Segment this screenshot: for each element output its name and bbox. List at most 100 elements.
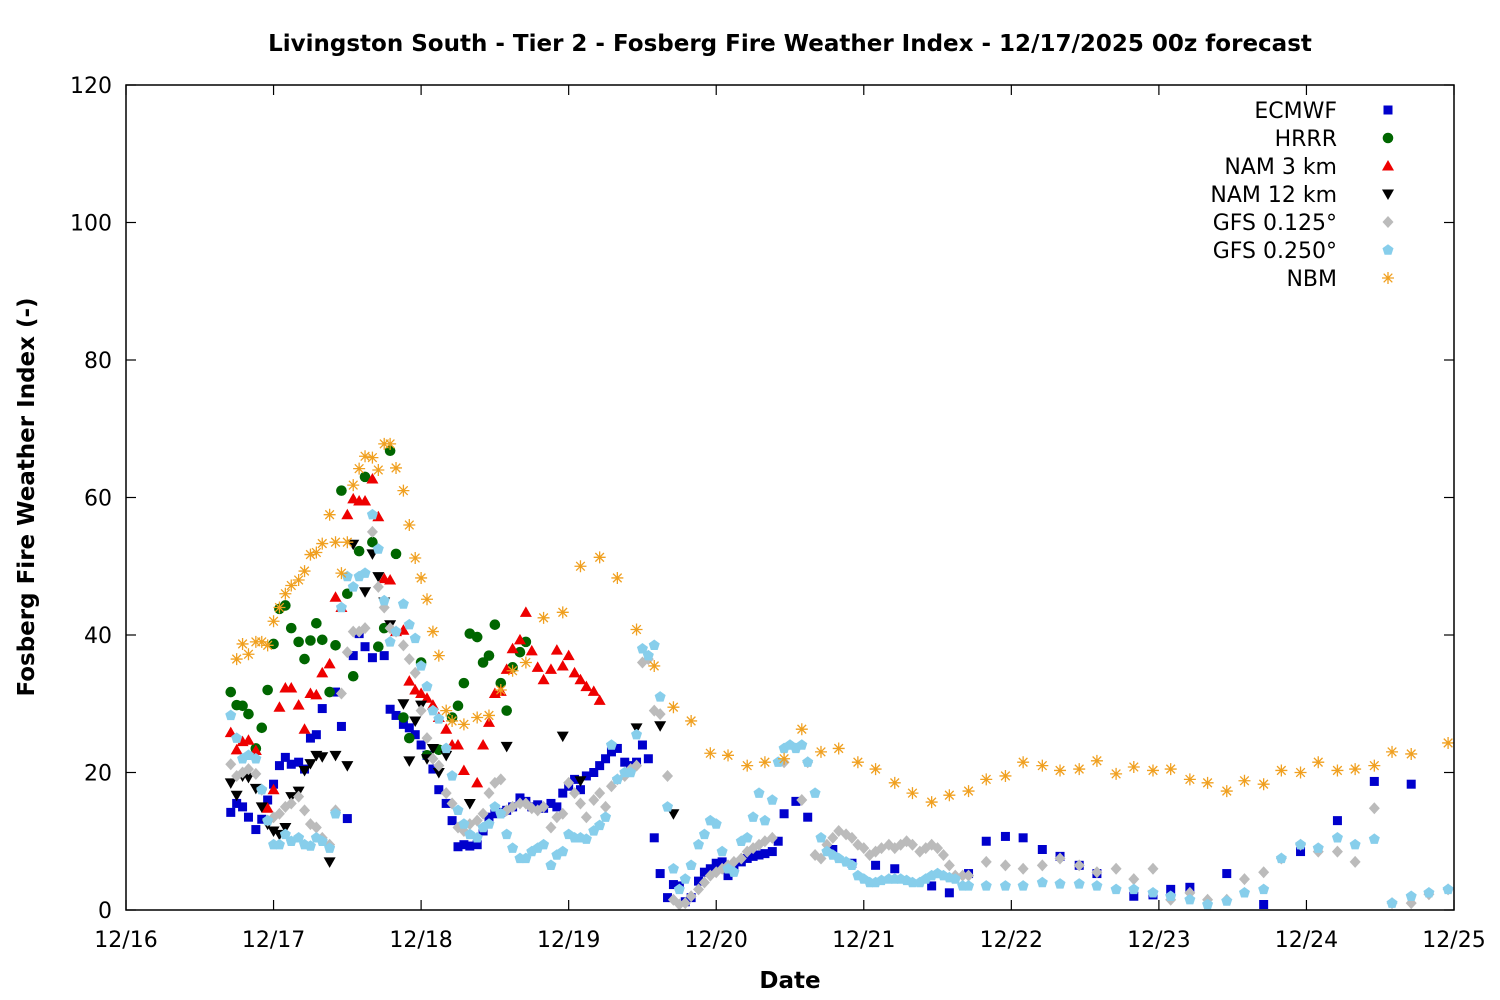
data-point bbox=[906, 787, 919, 800]
data-point bbox=[292, 699, 305, 710]
data-point bbox=[537, 611, 550, 624]
data-point bbox=[557, 807, 569, 820]
data-point bbox=[390, 461, 403, 474]
data-point bbox=[330, 807, 342, 819]
data-point bbox=[1128, 883, 1140, 895]
x-tick-label: 12/19 bbox=[537, 928, 600, 953]
data-point bbox=[519, 656, 532, 669]
data-point bbox=[397, 699, 410, 710]
data-point bbox=[1036, 759, 1049, 772]
data-point bbox=[1221, 895, 1233, 906]
data-point bbox=[1257, 778, 1270, 791]
data-point bbox=[433, 759, 445, 772]
data-point bbox=[501, 705, 512, 716]
data-point bbox=[311, 618, 322, 629]
legend-marker bbox=[1382, 244, 1394, 255]
data-point bbox=[225, 686, 237, 698]
data-point bbox=[434, 785, 444, 795]
data-point bbox=[1091, 866, 1103, 879]
data-point bbox=[537, 673, 550, 685]
data-point bbox=[779, 809, 789, 819]
data-point bbox=[1054, 878, 1066, 889]
data-point bbox=[494, 684, 507, 696]
data-point bbox=[1164, 763, 1177, 776]
legend-marker bbox=[1383, 105, 1393, 115]
data-point bbox=[426, 743, 439, 755]
data-point bbox=[267, 615, 280, 628]
data-point bbox=[589, 768, 599, 777]
data-point bbox=[791, 796, 801, 806]
data-point bbox=[446, 714, 459, 727]
data-point bbox=[471, 631, 483, 643]
data-point bbox=[999, 880, 1011, 891]
data-point bbox=[679, 897, 691, 910]
y-tick-label: 0 bbox=[98, 899, 112, 924]
data-point bbox=[741, 832, 753, 843]
data-point bbox=[673, 883, 685, 895]
data-point bbox=[605, 739, 617, 750]
data-point bbox=[1091, 880, 1103, 891]
data-point bbox=[415, 660, 427, 671]
data-point bbox=[501, 828, 513, 840]
data-point bbox=[643, 754, 653, 764]
data-point bbox=[1128, 873, 1140, 886]
data-point bbox=[698, 828, 710, 840]
data-point bbox=[330, 640, 341, 651]
data-point bbox=[1369, 776, 1379, 786]
data-point bbox=[562, 649, 575, 661]
data-point bbox=[458, 677, 470, 689]
data-point bbox=[440, 723, 453, 734]
data-point bbox=[310, 688, 323, 700]
data-point bbox=[293, 790, 305, 803]
data-point bbox=[432, 649, 445, 662]
data-point bbox=[1275, 852, 1287, 864]
data-point bbox=[747, 811, 759, 822]
series-nbm bbox=[230, 437, 1455, 809]
legend-marker bbox=[1382, 132, 1394, 144]
data-point bbox=[760, 849, 770, 859]
data-point bbox=[558, 788, 568, 798]
data-point bbox=[563, 776, 575, 789]
data-point bbox=[636, 642, 648, 654]
data-point bbox=[981, 836, 991, 846]
data-point bbox=[1018, 833, 1028, 843]
data-point bbox=[766, 831, 778, 844]
data-point bbox=[323, 657, 336, 669]
data-point bbox=[679, 873, 691, 884]
data-point bbox=[447, 816, 457, 826]
data-point bbox=[625, 766, 637, 778]
data-point bbox=[335, 687, 347, 700]
data-point bbox=[1165, 890, 1177, 901]
data-point bbox=[851, 756, 864, 769]
data-point bbox=[1222, 869, 1232, 879]
y-tick-label: 80 bbox=[84, 349, 112, 374]
data-point bbox=[999, 859, 1011, 872]
data-point bbox=[347, 581, 359, 592]
data-point bbox=[944, 888, 954, 898]
y-tick-label: 100 bbox=[70, 212, 112, 237]
data-point bbox=[495, 807, 507, 819]
data-point bbox=[242, 772, 255, 784]
data-point bbox=[471, 814, 483, 827]
axis-ticks: 12/16 12/17 12/18 12/19 12/20 12/21 12/22 12/23… bbox=[70, 74, 1486, 953]
data-point bbox=[1312, 756, 1325, 769]
data-point bbox=[310, 546, 323, 559]
data-point bbox=[397, 598, 409, 609]
data-point bbox=[890, 864, 900, 874]
data-point bbox=[285, 622, 297, 634]
data-point bbox=[574, 776, 587, 787]
data-point bbox=[1166, 884, 1176, 894]
data-point bbox=[570, 774, 580, 784]
data-point bbox=[341, 646, 353, 659]
data-point bbox=[500, 741, 513, 753]
data-point bbox=[662, 769, 674, 782]
data-point bbox=[257, 814, 267, 824]
data-point bbox=[1295, 838, 1307, 850]
data-point bbox=[391, 710, 401, 720]
data-point bbox=[324, 842, 336, 853]
data-point bbox=[1332, 816, 1342, 826]
data-point bbox=[310, 821, 322, 834]
data-point bbox=[331, 687, 341, 697]
data-point bbox=[397, 639, 409, 652]
data-point bbox=[225, 758, 237, 771]
